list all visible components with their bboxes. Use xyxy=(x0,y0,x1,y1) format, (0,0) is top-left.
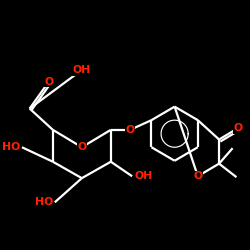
Text: OH: OH xyxy=(73,65,91,75)
Text: O: O xyxy=(126,125,135,135)
Text: O: O xyxy=(77,142,86,152)
Text: OH: OH xyxy=(134,171,152,181)
Text: HO: HO xyxy=(2,142,20,152)
Text: O: O xyxy=(44,76,54,86)
Text: O: O xyxy=(193,171,202,181)
Text: O: O xyxy=(234,123,243,133)
Text: HO: HO xyxy=(34,197,53,207)
